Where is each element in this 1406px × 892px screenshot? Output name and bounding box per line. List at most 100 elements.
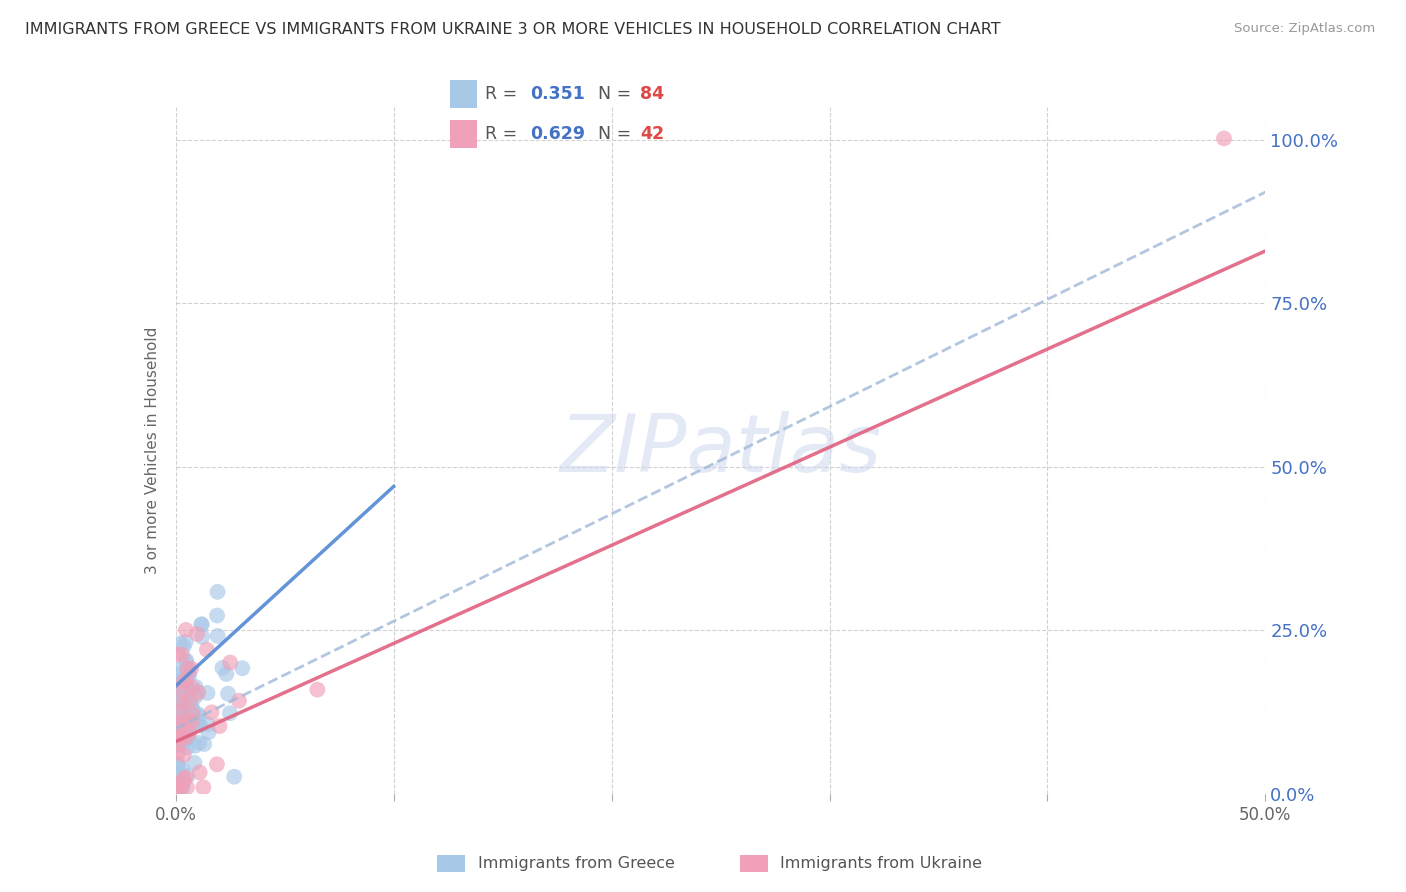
Point — [193, 780, 215, 795]
Point — [169, 705, 191, 719]
Point — [173, 714, 195, 728]
Point — [169, 719, 191, 733]
Point — [176, 740, 198, 755]
Point — [219, 706, 242, 721]
Point — [170, 731, 193, 745]
Point — [167, 715, 190, 730]
Point — [167, 702, 190, 716]
Text: 42: 42 — [640, 125, 665, 143]
Point — [169, 689, 191, 703]
Point — [195, 642, 218, 657]
Point — [167, 780, 190, 795]
Point — [173, 772, 195, 786]
Point — [174, 681, 197, 696]
Point — [187, 717, 209, 731]
Point — [176, 702, 198, 716]
Point — [167, 663, 190, 677]
Point — [167, 720, 190, 734]
Point — [1213, 131, 1236, 145]
FancyBboxPatch shape — [450, 80, 477, 108]
Point — [188, 718, 211, 732]
Point — [167, 734, 190, 748]
Point — [197, 725, 219, 739]
Text: R =: R = — [485, 125, 523, 143]
Text: Source: ZipAtlas.com: Source: ZipAtlas.com — [1234, 22, 1375, 36]
Point — [211, 661, 233, 675]
Point — [176, 780, 198, 795]
Point — [167, 690, 190, 705]
Point — [167, 780, 190, 795]
Point — [169, 767, 191, 781]
Point — [187, 686, 209, 700]
Point — [191, 630, 214, 644]
Point — [173, 696, 195, 710]
Point — [217, 687, 239, 701]
Point — [176, 662, 198, 676]
Point — [167, 777, 190, 791]
Point — [215, 667, 238, 681]
Point — [207, 584, 229, 599]
Point — [172, 780, 194, 795]
Point — [174, 674, 197, 689]
Point — [307, 682, 329, 697]
Point — [193, 737, 215, 751]
Point — [180, 701, 202, 715]
Point — [174, 731, 197, 745]
Point — [173, 682, 195, 697]
Text: IMMIGRANTS FROM GREECE VS IMMIGRANTS FROM UKRAINE 3 OR MORE VEHICLES IN HOUSEHOL: IMMIGRANTS FROM GREECE VS IMMIGRANTS FRO… — [25, 22, 1001, 37]
Point — [176, 672, 198, 686]
Point — [187, 707, 209, 722]
Text: 0.629: 0.629 — [530, 125, 586, 143]
Point — [208, 719, 231, 733]
Point — [167, 647, 190, 661]
Point — [176, 714, 198, 728]
Text: Immigrants from Greece: Immigrants from Greece — [478, 856, 675, 871]
Point — [181, 707, 204, 722]
Point — [167, 676, 190, 690]
Point — [174, 771, 197, 785]
Point — [181, 703, 204, 717]
Point — [172, 726, 194, 740]
Point — [167, 736, 190, 750]
Point — [186, 627, 208, 641]
Point — [231, 661, 253, 675]
Point — [183, 756, 205, 770]
Point — [170, 780, 193, 795]
Point — [177, 718, 200, 732]
Point — [167, 724, 190, 739]
Point — [177, 662, 200, 676]
Point — [176, 681, 198, 695]
Text: 0.351: 0.351 — [530, 85, 585, 103]
Point — [188, 765, 211, 780]
Point — [172, 762, 194, 776]
Point — [205, 757, 228, 772]
Text: ZIPatlas: ZIPatlas — [560, 411, 882, 490]
Point — [186, 714, 208, 729]
Point — [205, 608, 228, 623]
Point — [184, 680, 207, 694]
Point — [174, 653, 197, 667]
Point — [177, 731, 200, 745]
Point — [169, 636, 191, 650]
Point — [190, 617, 212, 632]
Point — [179, 704, 201, 718]
Point — [176, 729, 198, 743]
Point — [179, 694, 201, 708]
Point — [197, 717, 219, 731]
Point — [167, 758, 190, 772]
Point — [188, 709, 211, 723]
Point — [180, 714, 202, 729]
Point — [169, 780, 191, 795]
Point — [228, 694, 250, 708]
Point — [167, 715, 190, 730]
Y-axis label: 3 or more Vehicles in Household: 3 or more Vehicles in Household — [145, 326, 160, 574]
Point — [201, 706, 224, 720]
Point — [174, 733, 197, 747]
Point — [167, 727, 190, 741]
Point — [207, 629, 229, 643]
Point — [174, 672, 197, 686]
Point — [177, 666, 200, 681]
Point — [173, 639, 195, 653]
Point — [172, 775, 194, 789]
Point — [167, 667, 190, 681]
